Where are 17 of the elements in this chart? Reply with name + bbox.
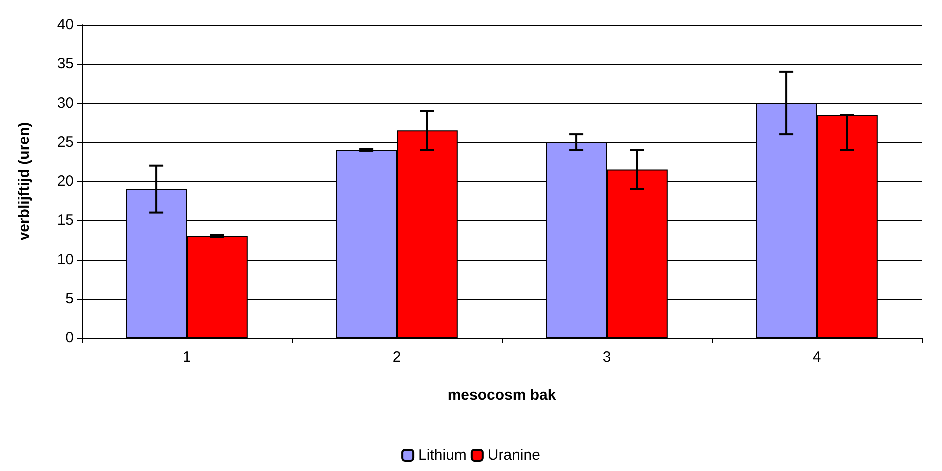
x-tick-label: 1 xyxy=(182,349,192,366)
y-tick-label: 15 xyxy=(57,212,74,230)
x-axis-title: mesocosm bak xyxy=(448,387,557,404)
legend-label: Uranine xyxy=(488,447,540,464)
y-tick-label: 5 xyxy=(66,290,74,308)
y-tick-label: 25 xyxy=(57,134,74,151)
y-tick-label: 10 xyxy=(57,251,74,268)
y-tick-label: 20 xyxy=(57,173,74,190)
y-axis-title: verblijftijd (uren) xyxy=(16,122,33,241)
y-tick-label: 35 xyxy=(57,56,74,73)
x-tick-label: 2 xyxy=(392,349,402,366)
legend-label: Lithium xyxy=(418,447,467,464)
x-tick-label: 4 xyxy=(812,349,822,366)
y-tick-label: 30 xyxy=(57,94,74,112)
y-tick-label: 40 xyxy=(57,16,74,34)
y-tick-label: 0 xyxy=(66,330,74,346)
x-tick-label: 3 xyxy=(602,349,612,366)
